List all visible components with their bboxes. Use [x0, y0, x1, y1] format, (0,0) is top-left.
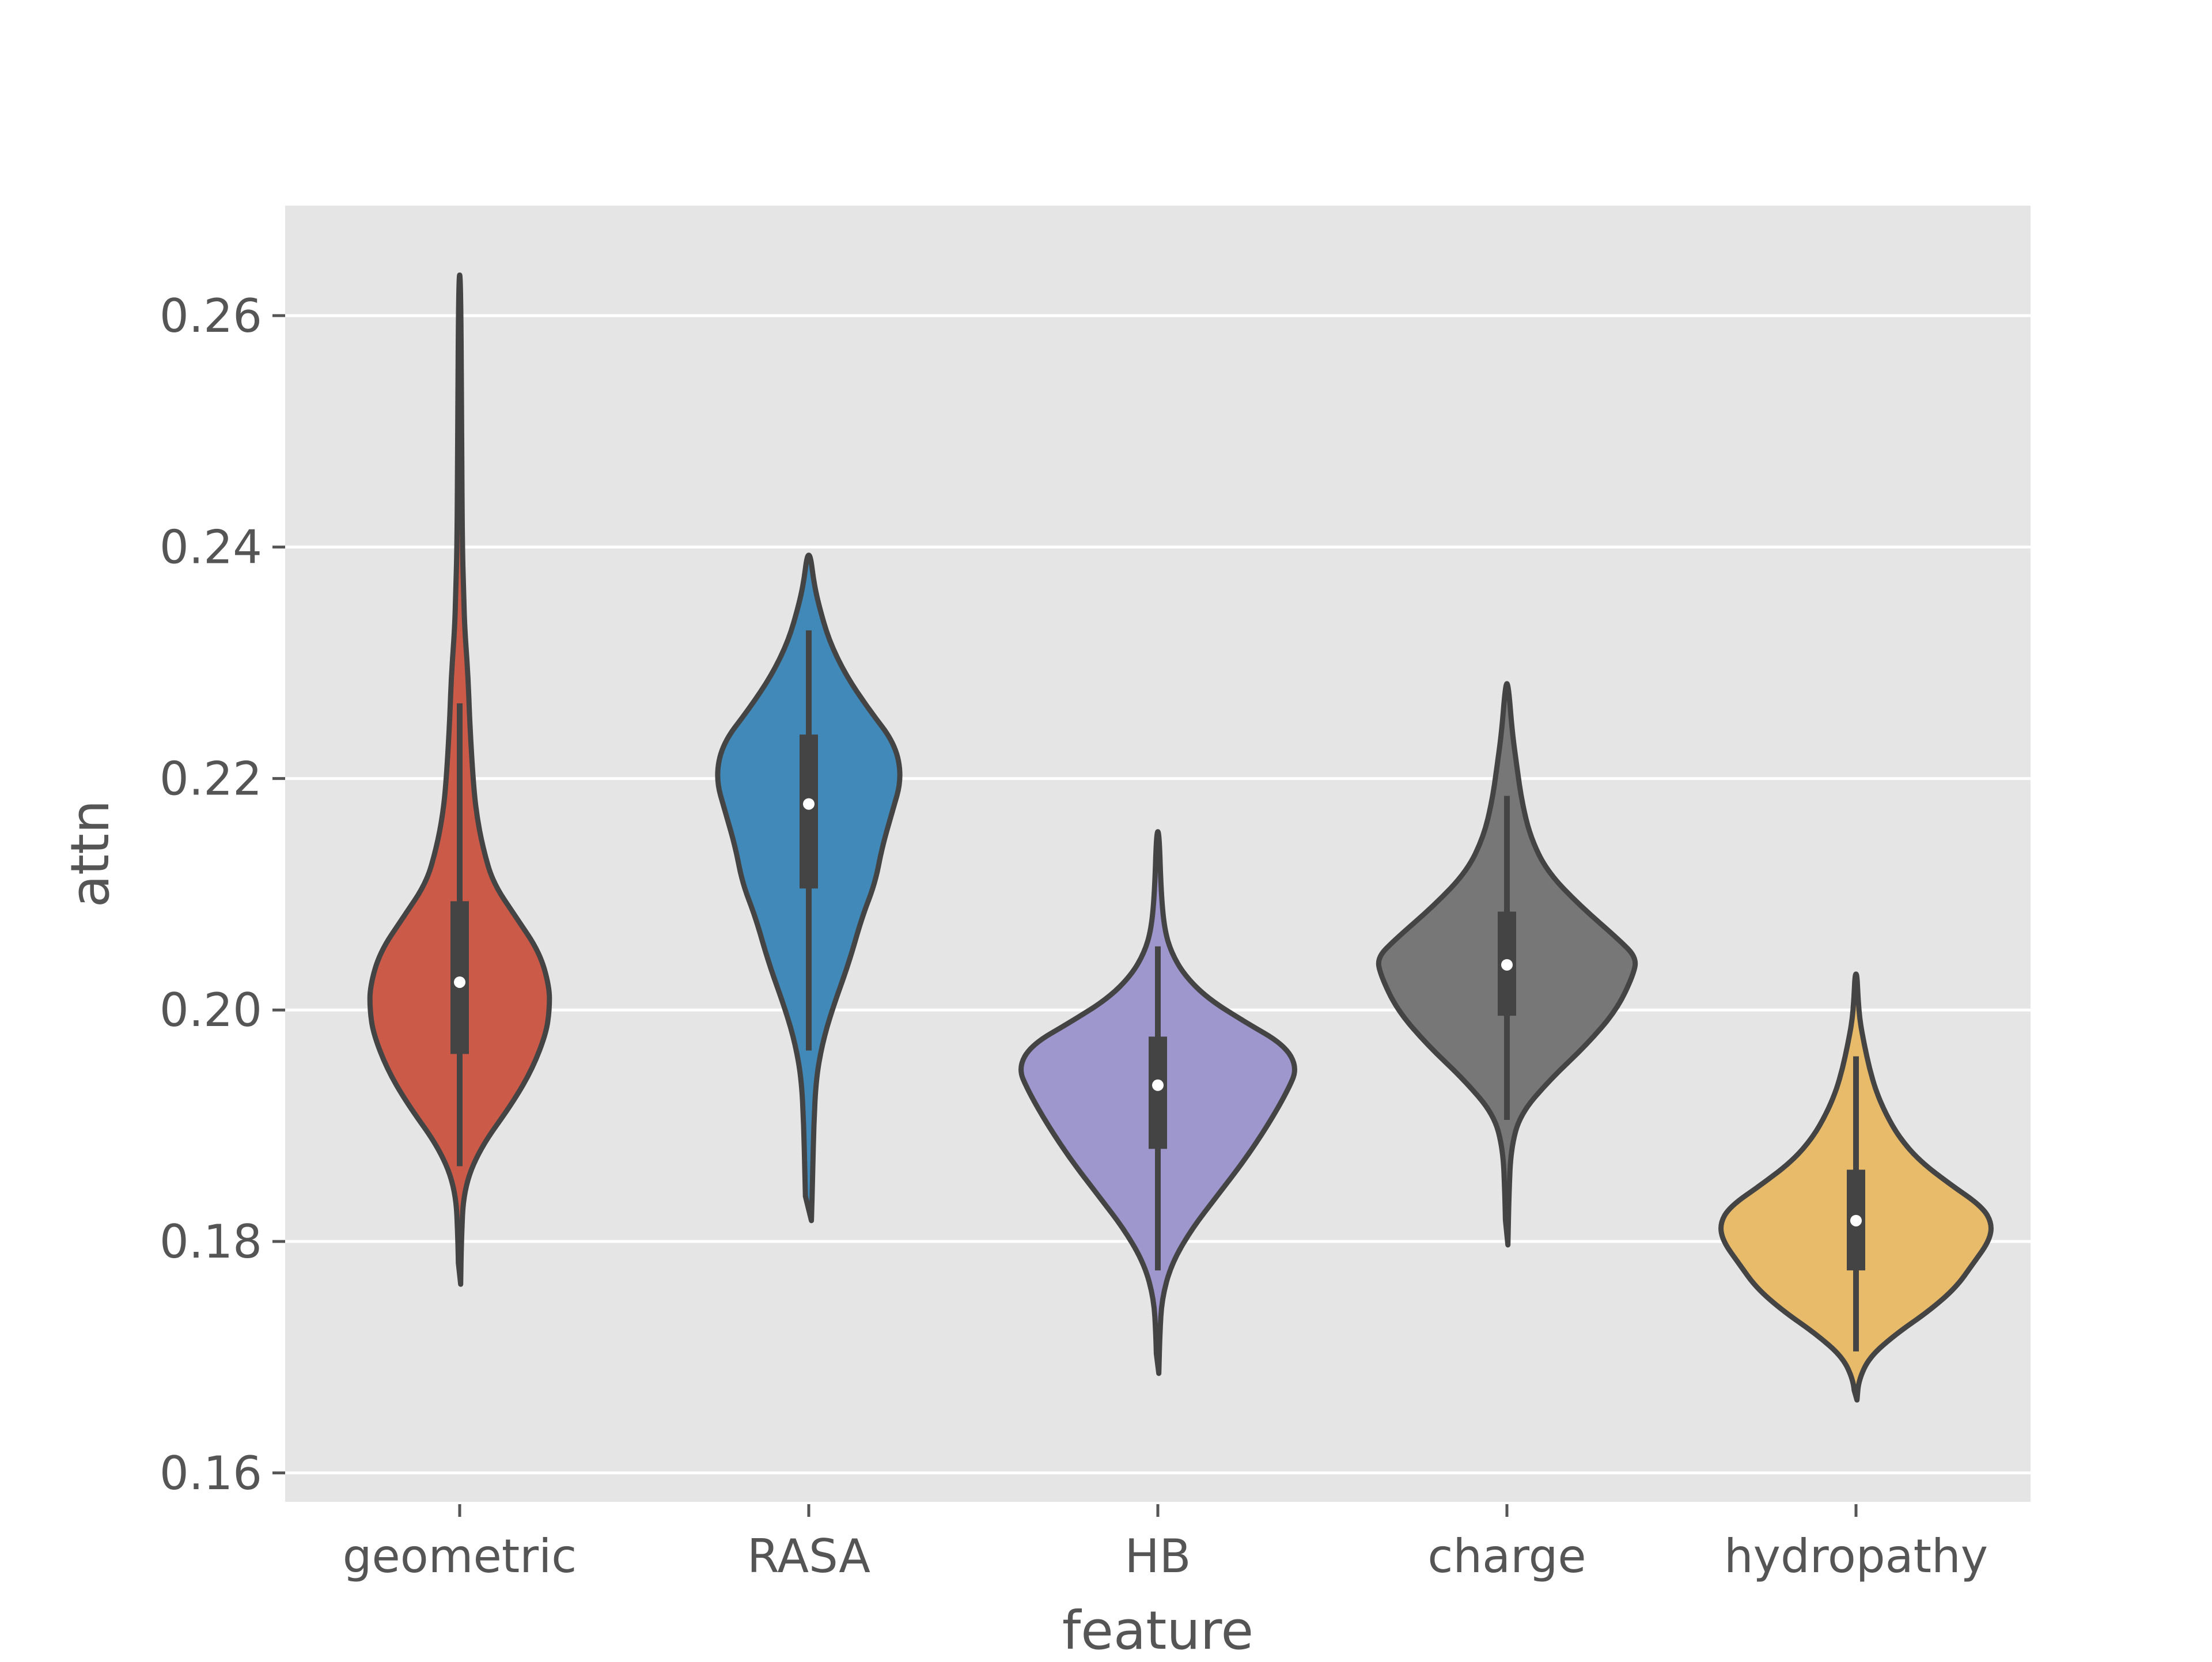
violin-iqr-box	[800, 735, 818, 889]
y-tick-label: 0.16	[160, 1447, 262, 1500]
violin-charge	[1376, 681, 1638, 1248]
violin-median-dot	[1152, 1079, 1164, 1091]
y-tick-label: 0.18	[160, 1215, 262, 1269]
y-tick-label: 0.22	[160, 752, 262, 805]
y-tick-label: 0.26	[160, 289, 262, 343]
violins	[367, 272, 1994, 1403]
x-tick-label: geometric	[343, 1530, 577, 1583]
violin-hydropathy	[1718, 971, 1994, 1403]
x-tick-label: RASA	[747, 1530, 870, 1583]
x-tick-label: HB	[1124, 1530, 1191, 1583]
violin-median-dot	[1501, 959, 1513, 971]
violin-median-dot	[1850, 1214, 1862, 1226]
y-axis: 0.16 0.18 0.20 0.22 0.24 0.26	[160, 289, 285, 1500]
violin-iqr-box	[1149, 1036, 1167, 1149]
violin-HB	[1018, 829, 1297, 1376]
violin-geometric	[367, 272, 552, 1287]
x-tick-label: charge	[1427, 1530, 1586, 1583]
x-axis-label: feature	[1062, 1600, 1253, 1659]
violin-RASA	[715, 552, 903, 1224]
y-tick-label: 0.24	[160, 521, 262, 574]
violin-median-dot	[803, 798, 815, 810]
y-tick-label: 0.20	[160, 983, 262, 1037]
y-axis-label: attn	[59, 800, 121, 908]
x-tick-label: hydropathy	[1724, 1530, 1988, 1583]
violin-median-dot	[454, 976, 465, 988]
x-axis: geometric RASA HB charge hydropathy	[343, 1504, 1988, 1583]
